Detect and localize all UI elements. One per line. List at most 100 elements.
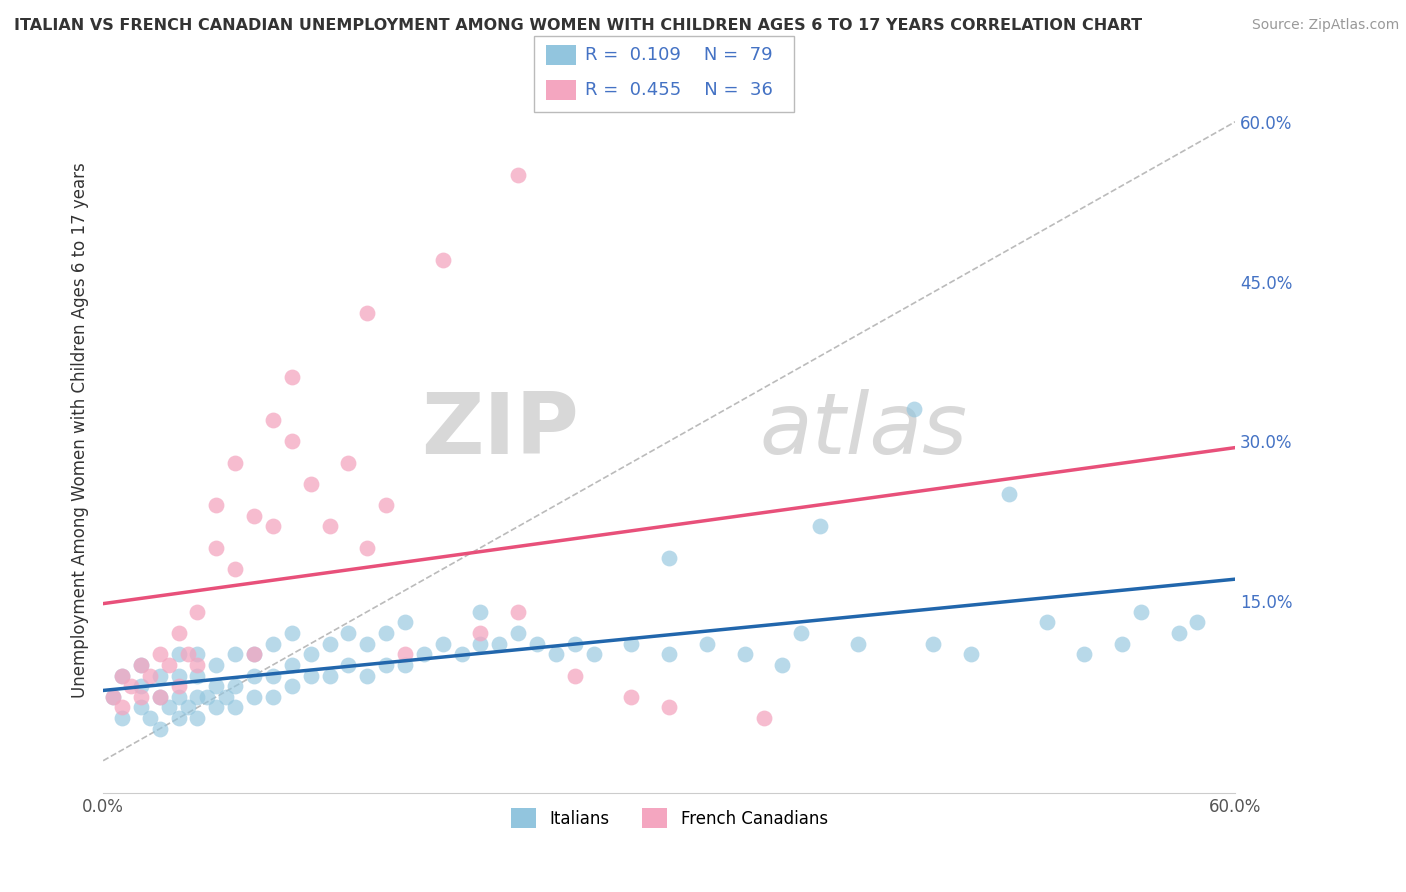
Point	[167, 690, 190, 704]
Point	[262, 636, 284, 650]
Point	[129, 657, 152, 672]
Point	[157, 700, 180, 714]
Point	[120, 679, 142, 693]
Point	[1187, 615, 1209, 630]
Point	[375, 657, 398, 672]
Point	[337, 626, 360, 640]
Point	[167, 626, 190, 640]
Point	[149, 690, 172, 704]
Point	[299, 476, 322, 491]
Point	[582, 647, 605, 661]
Point	[101, 690, 124, 704]
Point	[318, 668, 340, 682]
Point	[658, 647, 681, 661]
Point	[243, 668, 266, 682]
Point	[186, 690, 208, 704]
Point	[243, 647, 266, 661]
Point	[186, 657, 208, 672]
Point	[149, 647, 172, 661]
Point	[111, 711, 134, 725]
Point	[508, 605, 530, 619]
Point	[149, 722, 172, 736]
Point	[195, 690, 218, 704]
Point	[375, 626, 398, 640]
Point	[205, 679, 228, 693]
Point	[167, 711, 190, 725]
Point	[432, 253, 454, 268]
Point	[412, 647, 434, 661]
Point	[790, 626, 813, 640]
Y-axis label: Unemployment Among Women with Children Ages 6 to 17 years: Unemployment Among Women with Children A…	[72, 162, 89, 698]
Point	[149, 690, 172, 704]
Text: R =  0.455    N =  36: R = 0.455 N = 36	[585, 81, 773, 99]
Legend: Italians, French Canadians: Italians, French Canadians	[503, 801, 835, 835]
Point	[186, 668, 208, 682]
Point	[846, 636, 869, 650]
Point	[508, 168, 530, 182]
Point	[734, 647, 756, 661]
Point	[752, 711, 775, 725]
Point	[318, 636, 340, 650]
Point	[262, 413, 284, 427]
Point	[167, 668, 190, 682]
Point	[488, 636, 510, 650]
Point	[205, 657, 228, 672]
Point	[281, 679, 304, 693]
Point	[375, 498, 398, 512]
Point	[167, 679, 190, 693]
Point	[205, 498, 228, 512]
Point	[186, 711, 208, 725]
Point	[470, 605, 492, 619]
Point	[186, 605, 208, 619]
Point	[111, 668, 134, 682]
Point	[243, 647, 266, 661]
Point	[356, 668, 378, 682]
Point	[262, 690, 284, 704]
Point	[243, 690, 266, 704]
Point	[299, 647, 322, 661]
Text: ITALIAN VS FRENCH CANADIAN UNEMPLOYMENT AMONG WOMEN WITH CHILDREN AGES 6 TO 17 Y: ITALIAN VS FRENCH CANADIAN UNEMPLOYMENT …	[14, 18, 1142, 33]
Point	[224, 700, 246, 714]
Point	[658, 700, 681, 714]
Point	[1167, 626, 1189, 640]
Text: R =  0.109    N =  79: R = 0.109 N = 79	[585, 46, 772, 64]
Text: ZIP: ZIP	[420, 389, 579, 472]
Point	[186, 647, 208, 661]
Point	[337, 456, 360, 470]
Point	[394, 615, 416, 630]
Point	[281, 657, 304, 672]
Point	[470, 636, 492, 650]
Point	[139, 711, 162, 725]
Point	[1129, 605, 1152, 619]
Point	[224, 647, 246, 661]
Point	[356, 306, 378, 320]
Point	[243, 508, 266, 523]
Point	[205, 541, 228, 555]
Point	[149, 668, 172, 682]
Point	[620, 636, 643, 650]
Point	[262, 668, 284, 682]
Point	[470, 626, 492, 640]
Point	[356, 541, 378, 555]
Point	[224, 456, 246, 470]
Point	[111, 668, 134, 682]
Point	[177, 647, 200, 661]
Point	[337, 657, 360, 672]
Point	[508, 626, 530, 640]
Text: atlas: atlas	[759, 389, 967, 472]
Point	[318, 519, 340, 533]
Point	[281, 434, 304, 449]
Point	[564, 636, 586, 650]
Point	[1035, 615, 1057, 630]
Point	[526, 636, 548, 650]
Point	[808, 519, 831, 533]
Point	[450, 647, 472, 661]
Point	[177, 700, 200, 714]
Point	[770, 657, 793, 672]
Point	[129, 679, 152, 693]
Point	[696, 636, 718, 650]
Point	[432, 636, 454, 650]
Point	[922, 636, 945, 650]
Point	[281, 626, 304, 640]
Point	[394, 647, 416, 661]
